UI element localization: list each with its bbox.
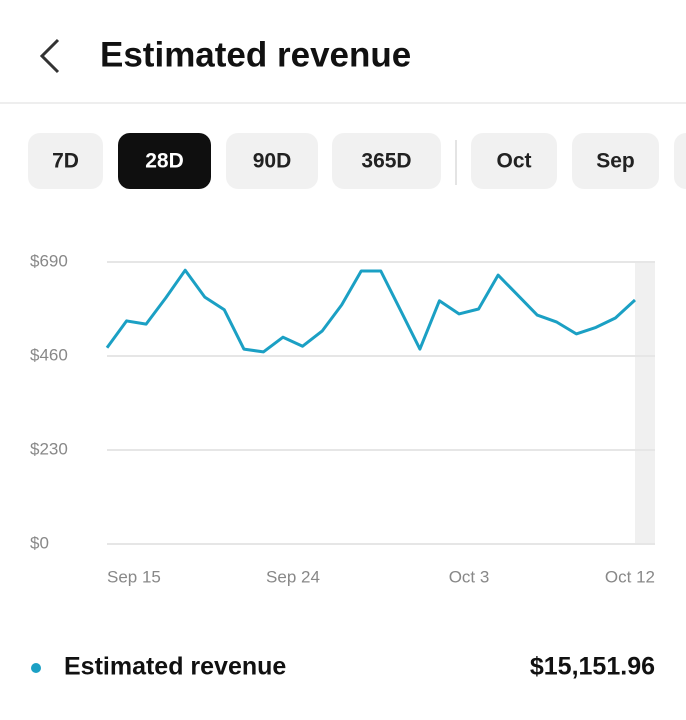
- back-button[interactable]: [39, 38, 60, 74]
- tab-label: 28D: [145, 150, 184, 173]
- tab[interactable]: [118, 133, 211, 189]
- tab-label: 7D: [52, 150, 79, 173]
- tab[interactable]: [332, 133, 441, 189]
- tab-label: Sep: [596, 150, 635, 173]
- tab-label: 365D: [361, 150, 411, 173]
- x-tick-label: Oct 3: [449, 567, 490, 586]
- y-tick-label: $0: [30, 533, 49, 552]
- legend-dot: [31, 663, 41, 673]
- y-tick-label: $690: [30, 251, 68, 270]
- x-tick-label: Sep 24: [266, 567, 320, 586]
- x-tick-label: Sep 15: [107, 567, 161, 586]
- tab[interactable]: [572, 133, 659, 189]
- y-tick-label: $460: [30, 345, 68, 364]
- tab-partial[interactable]: [674, 133, 686, 189]
- tab-label: Oct: [496, 150, 531, 173]
- summary-value: $15,151.96: [530, 653, 655, 681]
- summary-label: Estimated revenue: [64, 653, 286, 681]
- tab[interactable]: [471, 133, 557, 189]
- page-title: Estimated revenue: [100, 35, 411, 74]
- highlight-band: [635, 262, 655, 544]
- line-series: [105, 268, 637, 354]
- x-tick-label: Oct 12: [605, 567, 655, 586]
- tab[interactable]: [28, 133, 103, 189]
- tab[interactable]: [226, 133, 318, 189]
- tab-label: 90D: [253, 150, 292, 173]
- y-tick-label: $230: [30, 439, 68, 458]
